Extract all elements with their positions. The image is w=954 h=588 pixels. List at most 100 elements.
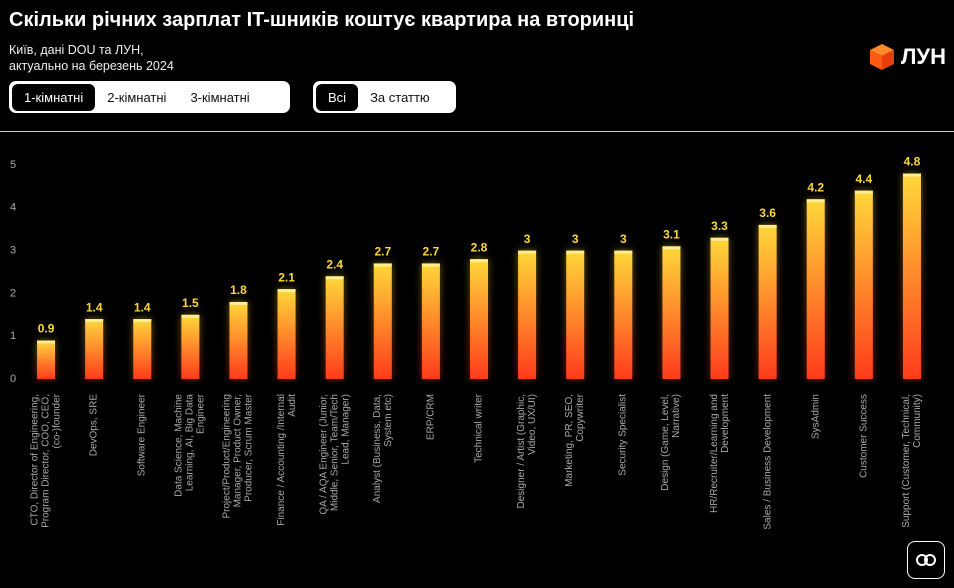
bar-cap bbox=[421, 263, 440, 267]
bar-cap bbox=[806, 199, 825, 203]
bar-cap bbox=[662, 246, 681, 250]
bar bbox=[902, 173, 921, 379]
bar-cap bbox=[85, 319, 104, 323]
bar-cap bbox=[758, 224, 777, 228]
x-tick-label: Technical writer bbox=[473, 394, 485, 463]
x-tick-label: ERP/CRM bbox=[425, 394, 437, 441]
x-tick-label: Designer / Artist (Graphic, Video, UX/UI… bbox=[516, 394, 539, 509]
subtitle: актуально на березень 2024 bbox=[9, 59, 174, 73]
tab[interactable]: Всі bbox=[316, 83, 359, 111]
x-tick-label: Software Engineer bbox=[136, 394, 148, 477]
bar bbox=[133, 319, 152, 379]
bar-cap bbox=[133, 319, 152, 323]
tab[interactable]: За статтю bbox=[370, 89, 430, 105]
x-tick-label: Finance / Accounting /Internal Audit bbox=[275, 394, 298, 526]
bar bbox=[614, 250, 633, 379]
value-label: 2.7 bbox=[374, 245, 391, 259]
x-tick-label: Marketing, PR, SEO, Copywriter bbox=[564, 394, 587, 487]
y-tick-label: 2 bbox=[10, 287, 16, 299]
x-tick-label: QA / AQA Engineer (Junior, Middle, Senio… bbox=[318, 394, 352, 515]
x-tick-label: Design (Game, Level, Narrative) bbox=[660, 394, 683, 491]
x-tick-label: Security Specialist bbox=[617, 394, 629, 476]
x-tick-label: Analyst (Business, Data, System etc) bbox=[371, 394, 394, 503]
title: Скільки річних зарплат IT-шників коштує … bbox=[9, 9, 635, 31]
x-tick-label: HR/Recruiter/Learning and Development bbox=[708, 394, 731, 513]
bar bbox=[518, 250, 537, 379]
x-tick-label: Customer Success bbox=[858, 394, 870, 478]
value-label: 1.8 bbox=[230, 283, 247, 297]
x-tick-label: DevOps, SRE bbox=[88, 394, 100, 457]
bar-cap bbox=[518, 250, 537, 254]
value-label: 4.4 bbox=[855, 172, 872, 186]
value-label: 3 bbox=[524, 232, 531, 246]
value-label: 2.8 bbox=[471, 240, 488, 254]
bar bbox=[662, 246, 681, 379]
tab[interactable]: 3-кімнатні bbox=[190, 89, 250, 105]
chart: 0 1 2 3 4 5 0.9 1.4 1.4 1.5 1.8 2.1 2.4 2.7 2.7 2.8 3 3 3 3… bbox=[10, 155, 921, 385]
bar-cap bbox=[181, 314, 200, 318]
logo-text: ЛУН bbox=[900, 44, 946, 69]
link-icon bbox=[916, 554, 936, 566]
bar-cap bbox=[325, 276, 344, 280]
y-tick-label: 0 bbox=[10, 373, 16, 385]
bar bbox=[710, 237, 729, 379]
value-label: 1.4 bbox=[134, 300, 151, 314]
value-label: 3 bbox=[572, 232, 579, 246]
value-label: 2.1 bbox=[278, 270, 295, 284]
value-label: 2.4 bbox=[326, 257, 343, 271]
bar-cap bbox=[710, 237, 729, 241]
tab[interactable]: 1-кімнатні bbox=[12, 83, 96, 111]
x-tick-label: Project/Product/Engineering Manager, Pro… bbox=[221, 394, 255, 519]
value-label: 1.5 bbox=[182, 296, 199, 310]
bar-cap bbox=[566, 250, 585, 254]
logo-icon bbox=[869, 44, 894, 70]
x-tick-label: CTO, Director of Engineering, Program Di… bbox=[29, 394, 63, 528]
logo: ЛУН bbox=[869, 43, 946, 71]
bar bbox=[758, 224, 777, 379]
split-tabs: Всі За статтю bbox=[313, 81, 456, 113]
copy-link-button[interactable] bbox=[907, 541, 945, 579]
tab[interactable]: 2-кімнатні bbox=[107, 89, 167, 105]
value-label: 2.7 bbox=[423, 245, 440, 259]
bar bbox=[421, 263, 440, 379]
value-label: 4.2 bbox=[807, 180, 824, 194]
value-label: 3.6 bbox=[759, 206, 776, 220]
x-tick-label: SysAdmin bbox=[810, 394, 822, 440]
bar bbox=[325, 276, 344, 379]
subtitle: Київ, дані DOU та ЛУН, bbox=[9, 43, 144, 57]
bar-cap bbox=[854, 190, 873, 194]
x-tick-label: Data Science, Machine Learning, AI, Big … bbox=[173, 394, 207, 497]
divider bbox=[0, 131, 954, 132]
bar bbox=[85, 319, 104, 379]
y-tick-label: 3 bbox=[10, 245, 16, 257]
y-tick-label: 5 bbox=[10, 159, 16, 171]
value-label: 3.1 bbox=[663, 227, 680, 241]
value-label: 3.3 bbox=[711, 219, 728, 233]
y-tick-label: 4 bbox=[10, 202, 16, 214]
bar bbox=[806, 199, 825, 379]
bar-cap bbox=[229, 301, 248, 305]
bar-cap bbox=[902, 173, 921, 177]
bar bbox=[854, 190, 873, 379]
value-label: 1.4 bbox=[86, 300, 103, 314]
value-label: 4.8 bbox=[904, 155, 921, 169]
bar-cap bbox=[277, 289, 296, 293]
bar-cap bbox=[470, 259, 488, 263]
bar-cap bbox=[373, 263, 392, 267]
x-tick-label: Support (Customer, Technical, Community) bbox=[900, 394, 923, 528]
bar bbox=[277, 289, 296, 379]
rooms-tabs: 1-кімнатні 2-кімнатні 3-кімнатні bbox=[9, 81, 290, 113]
bar bbox=[566, 250, 585, 379]
value-label: 3 bbox=[620, 232, 627, 246]
y-tick-label: 1 bbox=[10, 330, 16, 342]
bar bbox=[229, 301, 248, 379]
bar bbox=[470, 259, 488, 379]
value-label: 0.9 bbox=[38, 322, 55, 336]
bar bbox=[181, 314, 200, 379]
bar bbox=[373, 263, 392, 379]
bar-cap bbox=[37, 340, 56, 344]
bar bbox=[37, 340, 56, 379]
bar-cap bbox=[614, 250, 633, 254]
x-tick-label: Sales / Business Development bbox=[762, 394, 774, 530]
